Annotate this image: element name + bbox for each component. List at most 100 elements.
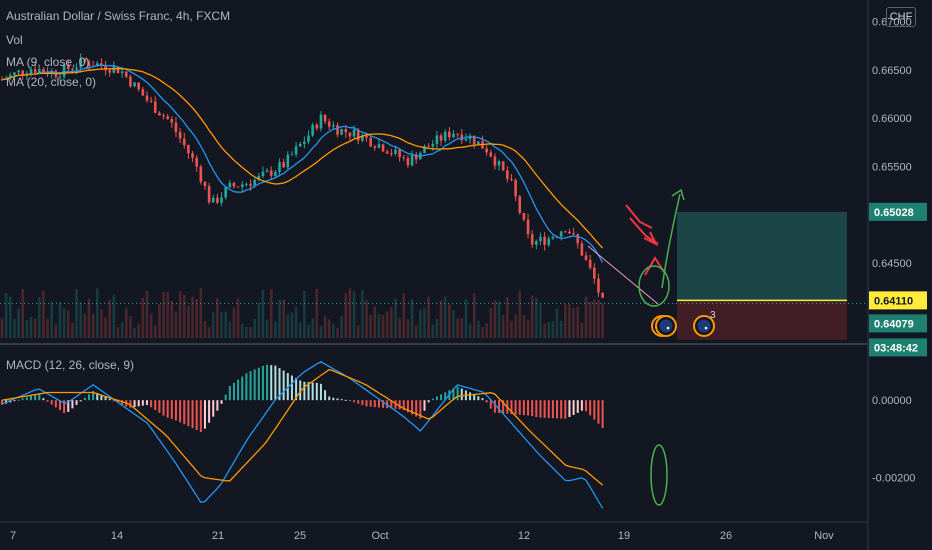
- macd-histogram-bar: [580, 400, 583, 411]
- volume-bar: [29, 316, 33, 338]
- vol-legend[interactable]: Vol: [6, 33, 23, 47]
- macd-histogram-bar: [485, 400, 488, 403]
- volume-bar: [62, 308, 66, 338]
- volume-bar: [340, 315, 343, 338]
- candle-body: [323, 114, 327, 122]
- candle-body: [66, 64, 70, 69]
- macd-histogram-bar: [435, 396, 438, 401]
- macd-histogram-bar: [299, 380, 302, 401]
- flag-star: [704, 326, 708, 330]
- candle-body: [187, 145, 190, 154]
- price-tick-label: 0.65500: [872, 161, 912, 173]
- candle-body: [564, 231, 567, 233]
- grid-layer: [0, 0, 869, 550]
- candle-body: [261, 171, 265, 176]
- macd-histogram-bar: [535, 400, 538, 418]
- position-zones: [0, 211, 868, 340]
- macd-histogram-bar: [601, 400, 604, 428]
- candle-body: [166, 116, 169, 120]
- candle-body: [522, 212, 526, 220]
- volume-bar: [514, 314, 517, 338]
- candle-body: [584, 255, 588, 260]
- volume-bar: [597, 299, 600, 338]
- candle-body: [21, 70, 25, 75]
- currency-badge[interactable]: CHF: [886, 7, 916, 27]
- macd-divergence-circle: [650, 444, 668, 506]
- volume-bar: [501, 314, 505, 338]
- candle-body: [71, 68, 74, 70]
- volume-bar: [294, 306, 298, 338]
- volume-bar: [75, 289, 78, 338]
- macd-histogram-bar: [150, 400, 153, 408]
- macd-legend[interactable]: MACD (12, 26, close, 9): [6, 358, 135, 372]
- macd-histogram-bar: [373, 400, 376, 408]
- candle-body: [191, 153, 194, 158]
- volume-bar: [468, 324, 472, 338]
- target-price-badge-text: 0.65028: [874, 207, 914, 219]
- macd-histogram-bar: [224, 394, 227, 401]
- ma-fast-legend[interactable]: MA (9, close, 0): [6, 55, 90, 69]
- volume-bar: [58, 302, 62, 338]
- macd-histogram-bar: [183, 400, 186, 425]
- candle-body: [153, 101, 157, 113]
- candle-body: [414, 154, 418, 160]
- volume-bar: [398, 317, 401, 338]
- candle-body: [228, 182, 232, 188]
- macd-histogram-bar: [112, 400, 115, 402]
- flag-icon: [659, 319, 673, 333]
- volume-bar: [149, 313, 153, 338]
- macd-histogram-bar: [241, 376, 244, 401]
- macd-histogram-bar: [444, 392, 447, 401]
- ma-slow-legend[interactable]: MA (20, close, 0): [6, 75, 97, 89]
- volume-bar: [547, 322, 551, 338]
- candle-body: [124, 71, 128, 77]
- candle-body: [162, 115, 165, 117]
- volume-bar: [261, 290, 265, 338]
- volume-bar: [307, 324, 310, 338]
- macd-histogram-bar: [261, 365, 264, 401]
- candle-body: [493, 156, 497, 166]
- macd-histogram-bar: [402, 400, 405, 411]
- volume-bar: [352, 291, 356, 338]
- macd-histogram-bar: [42, 398, 45, 401]
- macd-histogram-bar: [83, 397, 86, 401]
- volume-bar: [79, 302, 82, 338]
- candle-body: [100, 63, 103, 66]
- candle-body: [245, 183, 248, 185]
- candle-body: [427, 146, 430, 148]
- target-price-badge-bg: [869, 202, 927, 221]
- reversal-mark: [644, 256, 665, 276]
- symbol-title[interactable]: Australian Dollar / Swiss Franc, 4h, FXC…: [6, 9, 231, 23]
- macd-histogram-bar: [369, 400, 372, 407]
- macd-histogram-bar: [543, 400, 546, 418]
- volume-bar: [410, 298, 414, 338]
- macd-histogram-bar: [560, 400, 563, 419]
- volume-bar: [319, 325, 323, 338]
- volume-bar: [211, 312, 215, 338]
- candle-body: [344, 129, 348, 133]
- candle-body: [133, 82, 136, 87]
- volume-bar: [71, 322, 74, 338]
- candle-body: [456, 133, 459, 135]
- last-price-badge-bg: [869, 314, 927, 333]
- candle-body: [25, 73, 29, 75]
- price-tick-label: 0.66500: [872, 65, 912, 77]
- macd-histogram-bar: [13, 400, 16, 402]
- volume-bar: [182, 294, 186, 338]
- volume-bar: [42, 290, 45, 338]
- macd-histogram-bar: [245, 373, 248, 401]
- candle-countdown-badge-text: 03:48:42: [874, 342, 918, 354]
- macd-histogram-bar: [116, 400, 119, 403]
- volume-bar: [286, 314, 290, 338]
- candle-body: [278, 162, 281, 172]
- volume-bar: [564, 304, 567, 338]
- macd-histogram-bar: [348, 400, 351, 402]
- time-tick-label: 14: [111, 530, 123, 542]
- volume-bars: [0, 288, 604, 338]
- macd-histogram-bar: [137, 400, 140, 407]
- candle-body: [269, 170, 273, 176]
- volume-bar: [50, 301, 54, 338]
- candle-body: [290, 154, 294, 156]
- candle-body: [141, 89, 145, 96]
